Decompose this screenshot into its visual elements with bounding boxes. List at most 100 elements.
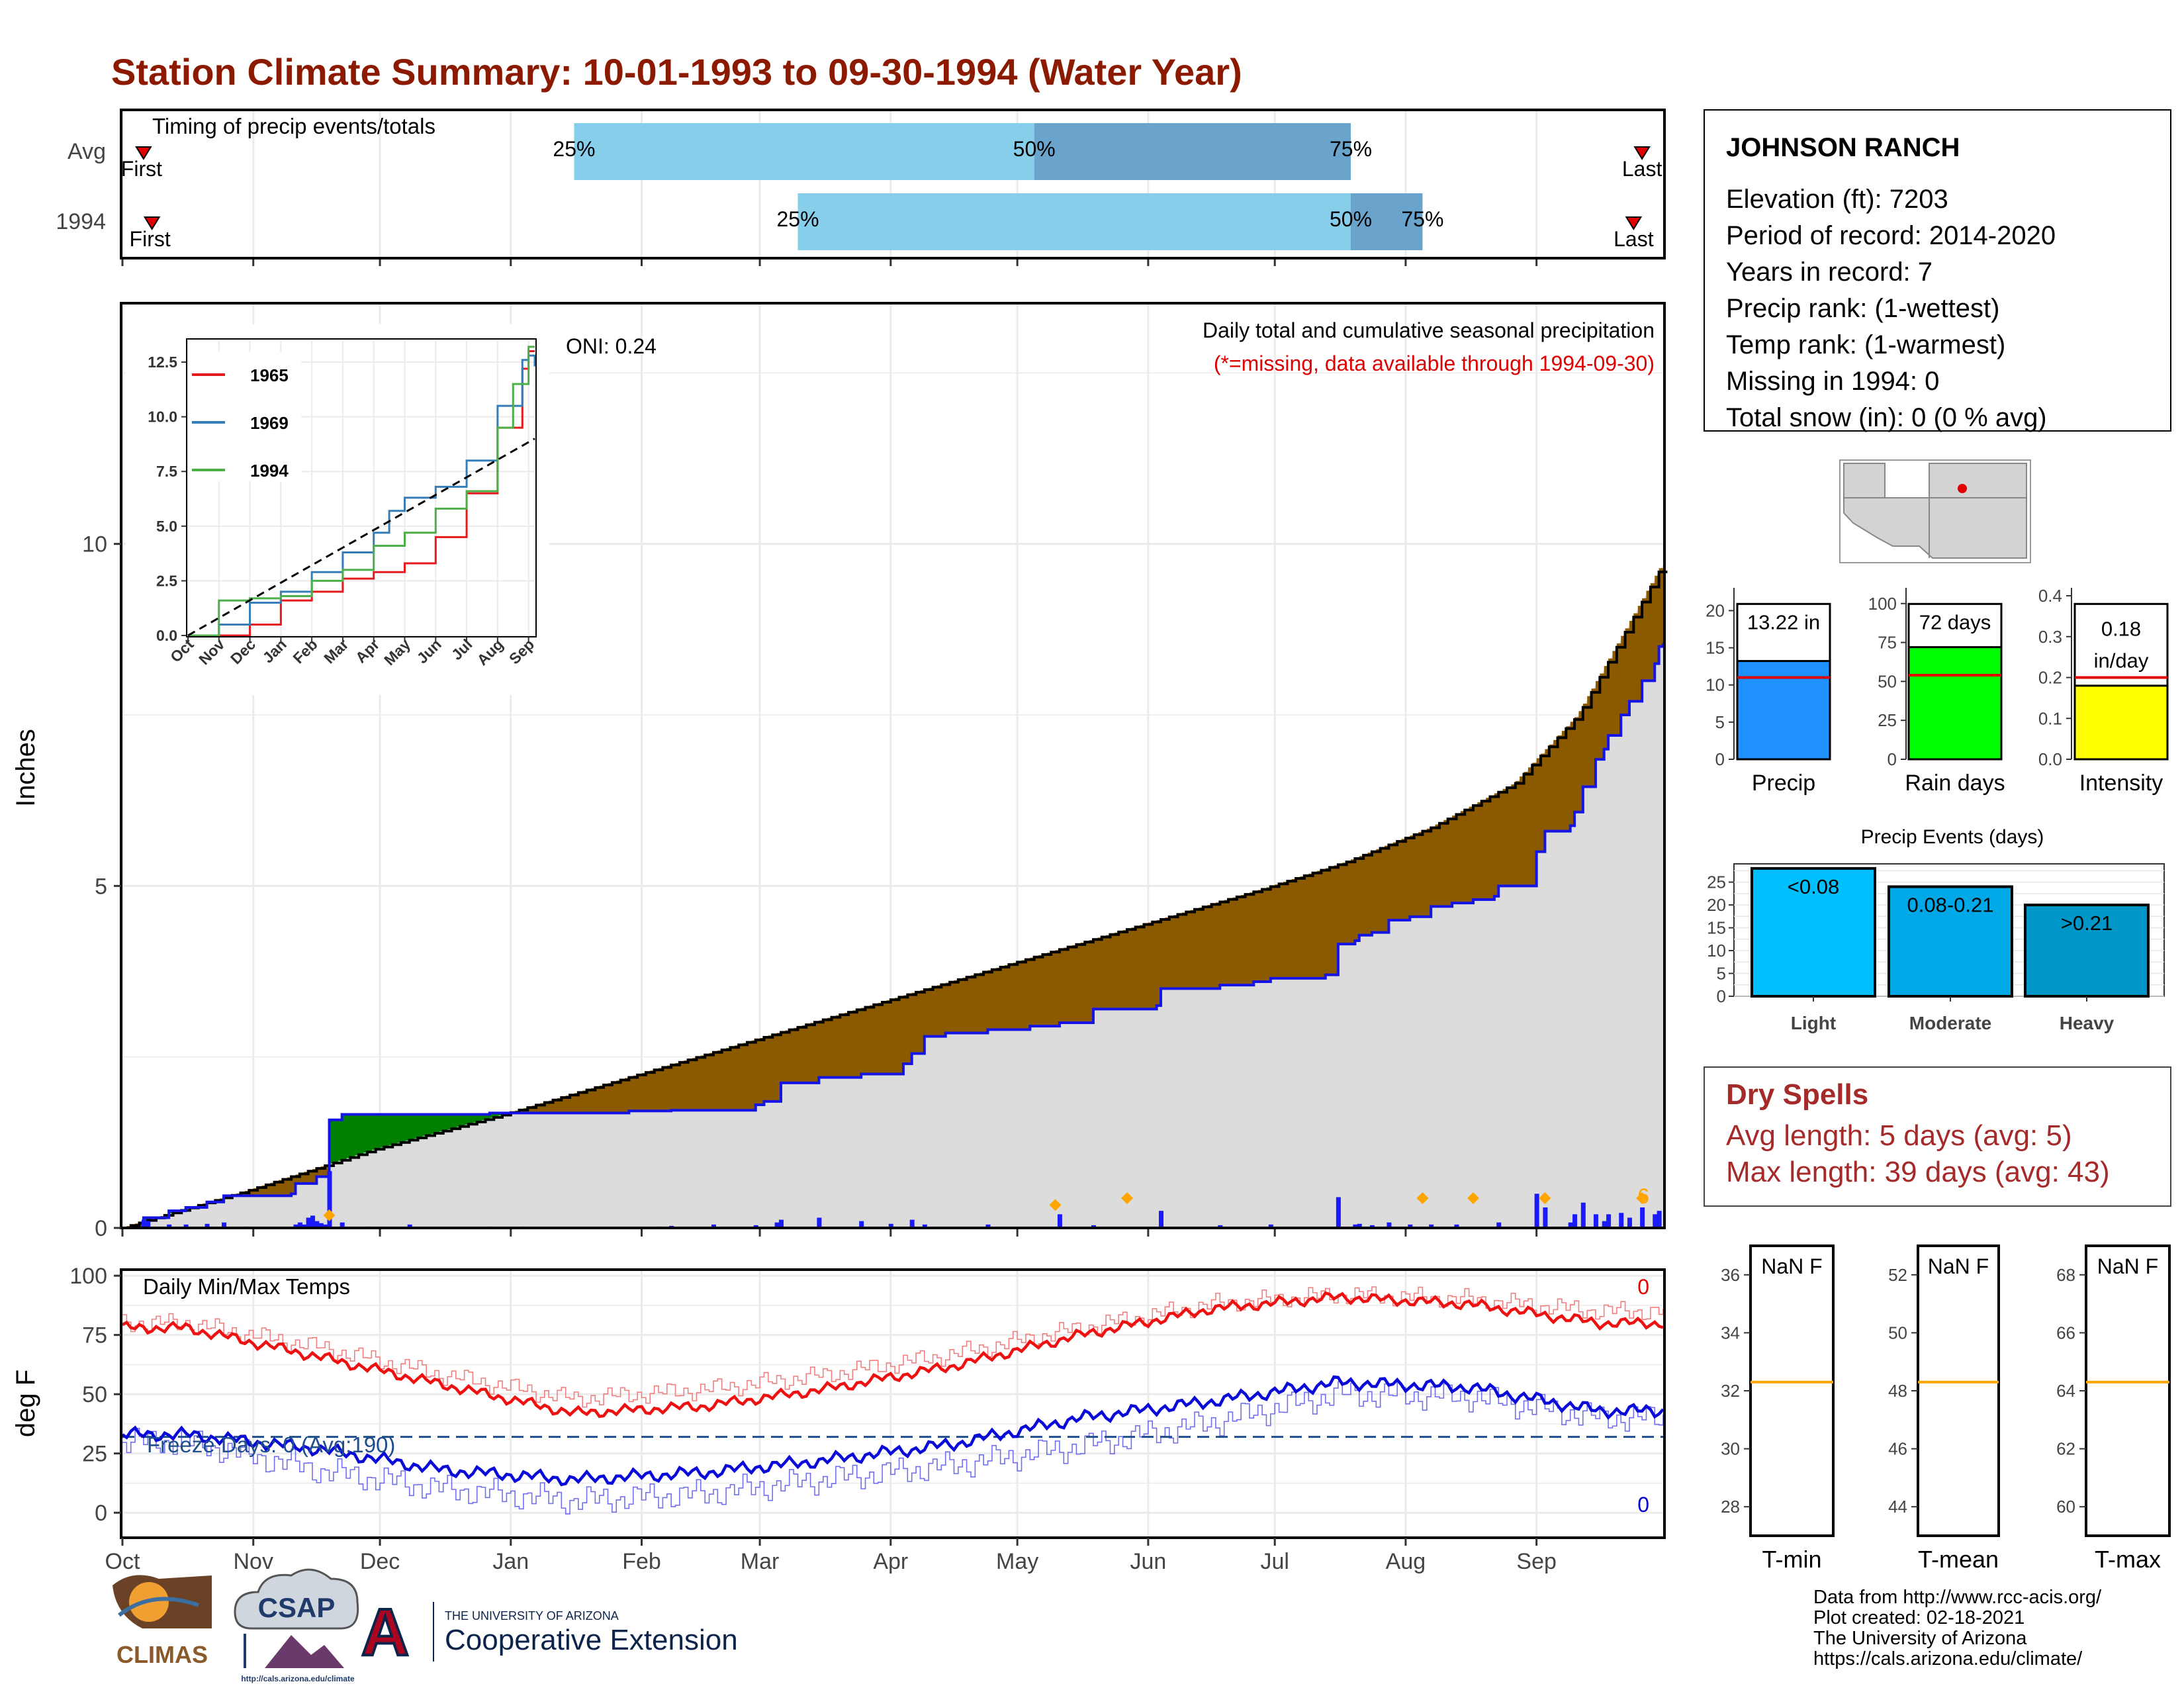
deficit-fill — [1507, 786, 1512, 886]
deficit-fill — [320, 1166, 326, 1177]
deficit-fill — [970, 975, 976, 1033]
deficit-fill — [1106, 935, 1111, 1009]
tmin-climatology-line — [122, 1381, 1664, 1515]
deficit-fill — [1351, 859, 1355, 945]
precip-y-label: Inches — [11, 729, 40, 807]
deficit-fill — [1262, 888, 1267, 982]
deficit-fill — [1447, 818, 1453, 907]
deficit-fill — [1359, 856, 1364, 935]
deficit-fill — [1253, 891, 1259, 982]
legend-label-1969: 1969 — [250, 413, 289, 433]
events-category-label: Light — [1791, 1013, 1836, 1033]
precip-daily-bars — [141, 1171, 1662, 1228]
daily-precip-bar — [302, 1224, 307, 1228]
timing-label-75: 75% — [1330, 137, 1372, 161]
station-name: JOHNSON RANCH — [1726, 133, 1960, 162]
daily-precip-bar — [1640, 1207, 1645, 1228]
deficit-fill — [983, 971, 989, 1033]
deficit-fill — [265, 1184, 271, 1196]
deficit-fill — [890, 999, 895, 1074]
deficit-fill — [1270, 886, 1275, 978]
deficit-fill — [806, 1024, 811, 1083]
daily-precip-bar — [1091, 1225, 1096, 1228]
daily-precip-bar — [167, 1224, 172, 1228]
timing-title: Timing of precip events/totals — [152, 114, 435, 138]
summary-value-label: 0.18 — [2101, 617, 2141, 640]
deficit-fill — [1072, 945, 1077, 1023]
deficit-fill — [1186, 911, 1191, 989]
temp-rank-box — [2085, 1244, 2171, 1537]
timing-label-25: 25% — [553, 137, 595, 161]
deficit-fill — [1068, 946, 1073, 1023]
temp-lines — [121, 1286, 1664, 1515]
inset-tick-label-y: 7.5 — [156, 463, 177, 480]
temp-rank-boxes: NaN F 28 30 32 34 36 T-min NaN F 44 46 48 50 52 T-mea… — [1721, 1244, 2171, 1573]
deficit-fill — [1363, 854, 1369, 935]
temp-rank-label: T-mean — [1918, 1546, 1999, 1573]
deficit-fill — [570, 1094, 575, 1113]
temp-rank-label: T-max — [2095, 1546, 2161, 1573]
inset-frame — [186, 338, 537, 637]
deficit-fill — [1173, 915, 1179, 989]
daily-precip-bar — [306, 1217, 311, 1228]
temp-tick-label: 0 — [95, 1501, 107, 1526]
precip-events-title: Precip Events (days) — [1861, 826, 2044, 848]
last-event-marker — [1633, 146, 1651, 160]
deficit-fill — [696, 1056, 702, 1111]
legend-label-1994: 1994 — [250, 461, 289, 481]
deficit-fill — [810, 1023, 815, 1083]
extreme-precip-marker — [1636, 1192, 1649, 1204]
temp-grid — [121, 1271, 1663, 1536]
deficit-fill — [666, 1065, 672, 1111]
deficit-fill — [717, 1050, 723, 1111]
inset-tick-label-y: 12.5 — [148, 353, 177, 371]
deficit-fill — [1152, 921, 1158, 1009]
first-event-marker — [135, 146, 152, 160]
surplus-fill — [405, 1114, 410, 1141]
deficit-fill — [1131, 927, 1136, 1009]
deficit-fill — [261, 1185, 267, 1196]
daily-precip-bar — [222, 1222, 227, 1228]
locator-map — [1839, 459, 2031, 563]
deficit-fill — [794, 1027, 799, 1083]
surplus-fill — [422, 1114, 427, 1137]
deficit-fill — [1650, 583, 1655, 681]
daily-precip-bar — [1369, 1225, 1375, 1228]
temp-rank-box — [1917, 1244, 2000, 1537]
deficit-fill — [659, 1068, 663, 1111]
deficit-fill — [789, 1029, 794, 1083]
deficit-fill — [882, 1002, 887, 1074]
daily-precip-bar — [318, 1223, 324, 1228]
deficit-fill — [1566, 726, 1571, 831]
deficit-fill — [768, 1035, 773, 1102]
month-label: Dec — [360, 1549, 400, 1574]
deficit-fill — [941, 984, 946, 1037]
deficit-fill — [1435, 824, 1440, 907]
locator-map-region — [1843, 463, 2027, 559]
deficit-fill — [747, 1041, 752, 1111]
deficit-fill — [1232, 897, 1238, 986]
extreme-precip-marker — [1120, 1192, 1133, 1204]
deficit-fill — [253, 1188, 258, 1196]
daily-precip-bar — [1387, 1222, 1392, 1228]
deficit-fill — [1220, 901, 1225, 986]
deficit-fill — [299, 1173, 304, 1184]
summary-tick-label: 25 — [1878, 710, 1897, 730]
deficit-fill — [1156, 919, 1161, 1006]
daily-precip-bar — [205, 1223, 210, 1228]
surplus-fill — [418, 1114, 423, 1138]
events-category-label: Moderate — [1909, 1013, 1991, 1033]
deficit-fill — [1321, 869, 1326, 978]
month-label: Jul — [1260, 1549, 1289, 1574]
surplus-fill — [477, 1114, 482, 1121]
surplus-fill — [494, 1113, 499, 1117]
deficit-fill — [565, 1096, 570, 1113]
deficit-fill — [540, 1103, 545, 1113]
deficit-fill — [1431, 826, 1436, 907]
inset-series-1965 — [188, 350, 535, 637]
precip-tick-label: 5 — [95, 874, 107, 899]
timing-bar-25-50 — [574, 123, 1034, 180]
month-label: Nov — [233, 1549, 273, 1574]
deficit-fill — [590, 1088, 596, 1113]
